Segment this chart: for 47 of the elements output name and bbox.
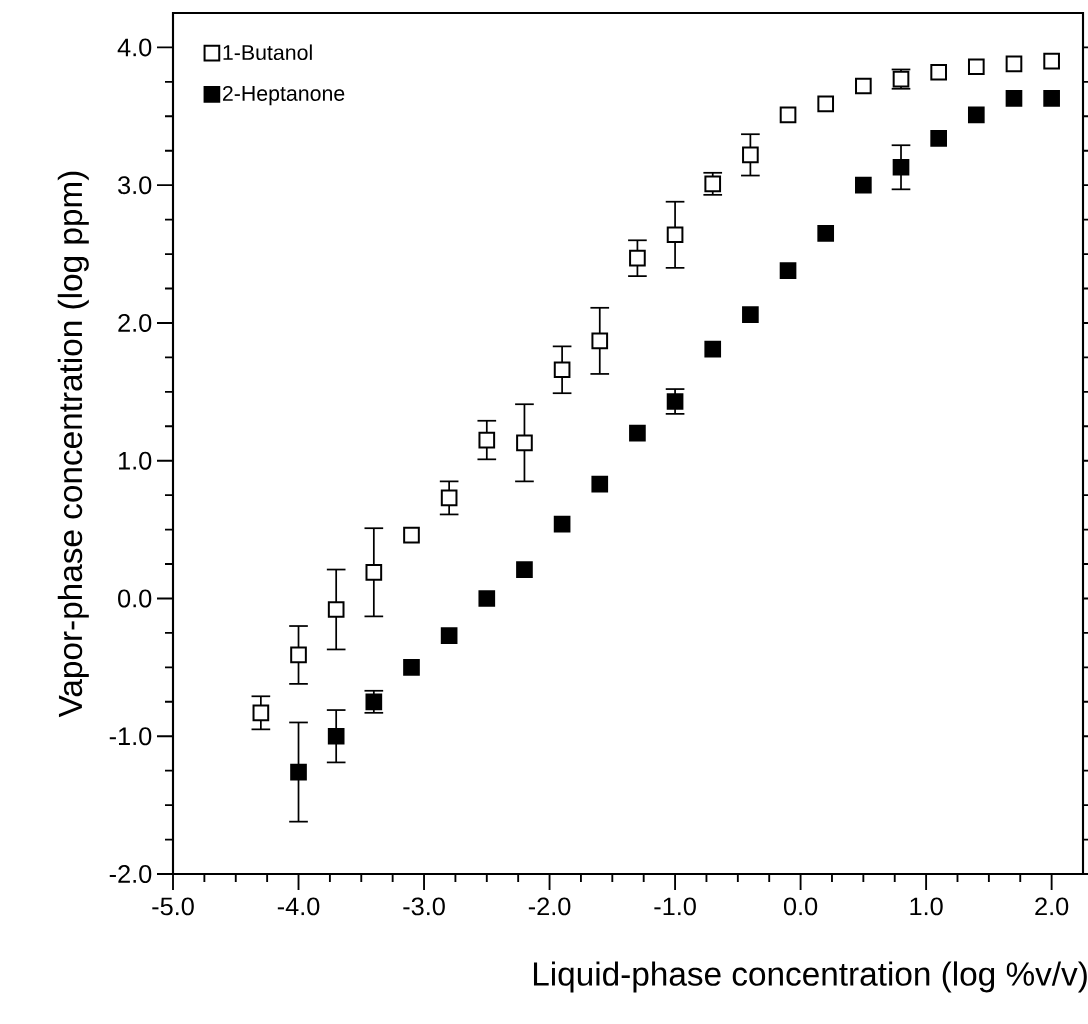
point [629, 424, 646, 442]
point [704, 340, 722, 358]
point [1005, 90, 1023, 107]
point [817, 95, 835, 113]
point [930, 130, 947, 147]
point [591, 475, 609, 493]
x-tick-label: -5.0 [152, 897, 194, 916]
y-tick-label: -1.0 [109, 727, 152, 746]
y-tick-label: 2.0 [118, 313, 152, 332]
point [403, 659, 420, 676]
point [855, 176, 872, 194]
y-tick-label: 1.0 [119, 451, 152, 470]
x-tick-label: -3.0 [403, 897, 445, 916]
point [855, 77, 872, 95]
x-axis-title: Liquid-phase concentration (log %v/v) [533, 961, 1087, 993]
y-tick-label: 3.0 [118, 176, 152, 195]
point [779, 262, 797, 279]
point [892, 158, 910, 176]
x-tick-label: -1.0 [654, 897, 696, 916]
x-tick-label: 2.0 [1035, 897, 1069, 916]
point [1043, 90, 1060, 107]
point [403, 526, 420, 544]
legend-label: 2-Heptanone [222, 85, 345, 106]
y-axis-title: Vapor-phase concentration (log ppm) [57, 171, 89, 718]
point [516, 561, 533, 578]
point [742, 306, 759, 324]
point [930, 63, 947, 81]
point [1005, 55, 1023, 73]
point [967, 106, 985, 124]
x-tick-label: 1.0 [910, 897, 943, 916]
point [553, 515, 571, 533]
point [666, 393, 684, 410]
x-tick-label: -2.0 [528, 897, 571, 916]
y-tick-label: 4.0 [117, 38, 152, 57]
legend-label: 1-Butanol [223, 44, 312, 61]
point [967, 58, 985, 76]
point [478, 590, 496, 607]
x-tick-label: -4.0 [277, 897, 320, 916]
point [290, 763, 307, 781]
y-tick-label: -2.0 [109, 865, 152, 883]
point [327, 727, 345, 745]
point [817, 225, 835, 242]
point [779, 106, 797, 124]
y-tick-label: 0.0 [118, 589, 152, 608]
point [1043, 52, 1060, 70]
point [440, 627, 458, 644]
x-tick-label: 0.0 [783, 897, 818, 916]
